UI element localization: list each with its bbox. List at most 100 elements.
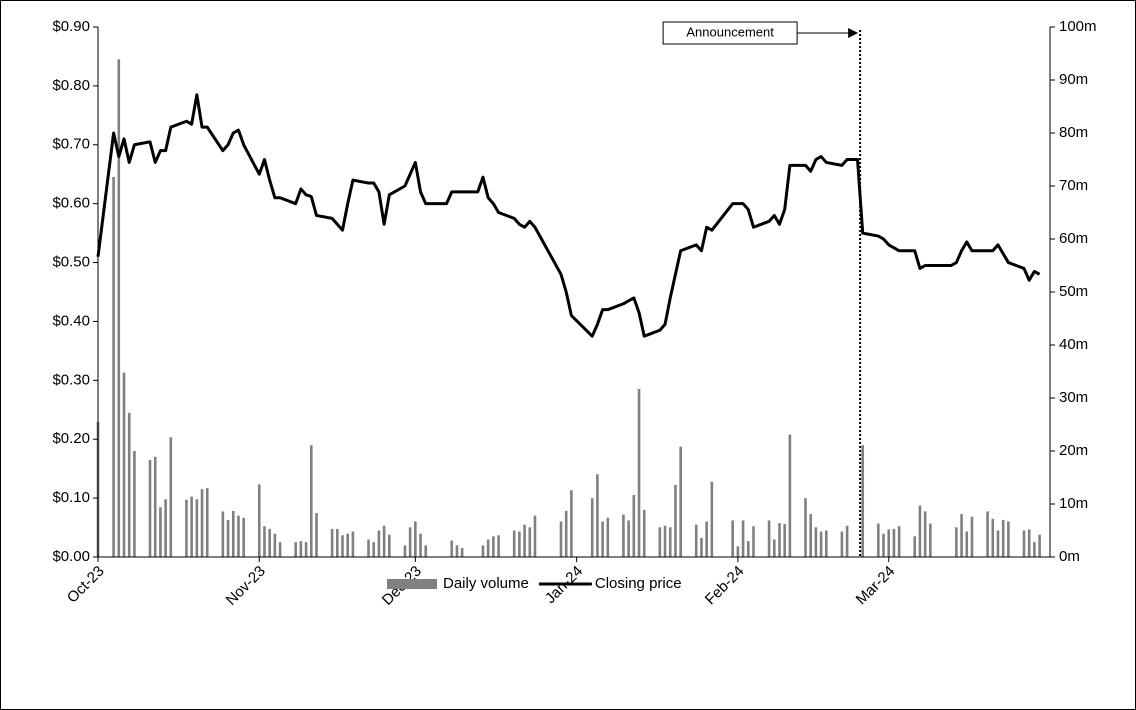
volume-bar [159,507,162,557]
volume-bar [596,474,599,557]
volume-bar [996,530,1000,557]
volume-bar [601,521,604,557]
volume-bar [731,520,734,557]
y-tick-label: $0.50 [52,254,90,271]
volume-bar [564,510,568,557]
volume-bar [637,388,641,557]
y2-tick-label: 50m [1059,283,1088,300]
volume-bar [367,539,370,557]
volume-bar [257,484,261,557]
volume-bar [122,372,126,557]
volume-bar [929,523,932,557]
volume-bar [642,509,646,557]
y-tick-label: $0.40 [52,312,90,329]
volume-bar [341,535,344,557]
volume-bar [528,527,532,557]
y-tick-label: $0.20 [52,430,90,447]
volume-bar [294,542,297,557]
volume-bar [882,533,885,557]
volume-bar [455,545,459,557]
volume-bar [242,517,245,557]
volume-bar [710,481,714,557]
volume-bar [190,496,193,557]
volume-bar [185,499,188,557]
volume-bar [1022,530,1026,557]
y2-tick-label: 10m [1059,495,1088,512]
price-line [96,93,1041,338]
volume-bar [694,524,698,557]
volume-bar [414,521,417,557]
volume-bar [705,521,708,557]
volume-bar [918,505,922,557]
volume-bar [991,518,995,557]
volume-bar [403,545,407,557]
volume-bar [133,451,136,557]
volume-bar [205,488,209,557]
volume-bar [772,539,776,557]
volume-bar [304,542,308,557]
volume-bar [877,523,880,557]
volume-bar [486,539,490,557]
y-tick-label: $0.60 [52,195,90,212]
volume-bar [897,526,901,557]
volume-bar [226,519,230,557]
volume-bar [960,514,963,557]
volume-bar [674,484,677,557]
y2-tick-label: 0m [1059,548,1080,565]
volume-bar [330,528,334,557]
y2-tick-label: 100m [1059,18,1097,35]
volume-bar [112,176,115,558]
volume-bar [825,530,828,557]
annotation-arrowhead [848,28,859,38]
volume-bar [450,540,454,557]
y2-tick-label: 20m [1059,442,1088,459]
volume-bar [424,545,428,557]
volume-bar [1038,534,1041,557]
volume-bar [606,517,610,557]
volume-bar [492,536,495,557]
y-tick-label: $0.80 [52,77,90,94]
volume-bar [419,533,422,557]
volume-bar [1033,542,1036,557]
volume-bar [814,527,818,557]
volume-bar [512,530,516,557]
volume-bar [117,59,121,558]
volume-bar [887,529,891,557]
volume-bar [231,510,235,557]
volume-bar [746,541,750,557]
volume-bar [741,520,745,557]
y2-tick-label: 90m [1059,71,1088,88]
volume-bar [315,513,318,557]
volume-bar [346,533,350,557]
volume-bar [1001,519,1005,557]
volume-bar [460,547,464,557]
legend-swatch [387,579,437,589]
volume-bar [663,525,667,557]
volume-bar [1007,521,1010,557]
volume-bar [965,531,969,557]
y-tick-label: $0.00 [52,548,90,565]
volume-bar [570,490,573,557]
y-tick-label: $0.10 [52,489,90,506]
volume-bar [861,445,865,557]
volume-bar [679,446,682,557]
volume-bar [1027,529,1031,557]
volume-bar [845,525,849,557]
volume-bar [309,445,313,557]
volume-bar [736,546,740,557]
volume-bar [752,526,755,557]
volume-bar [970,516,974,557]
volume-bar [481,545,485,557]
volume-bar [804,498,807,557]
y-tick-label: $0.30 [52,371,90,388]
y-tick-label: $0.70 [52,136,90,153]
volume-bar [169,437,173,557]
volume-bar [840,531,844,557]
y2-tick-label: 70m [1059,177,1088,194]
volume-bar [299,541,303,557]
y2-tick-label: 60m [1059,230,1088,247]
volume-bar [892,528,896,557]
volume-bar [351,531,355,557]
